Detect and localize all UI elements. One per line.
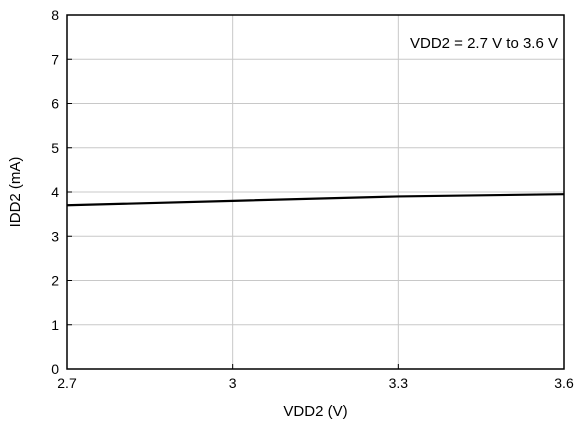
y-tick-label: 7 [51, 51, 59, 67]
x-tick-label: 3 [229, 375, 237, 391]
grid-lines [67, 15, 564, 369]
y-tick-label: 5 [51, 140, 59, 156]
series-line-1 [66, 193, 565, 207]
y-tick-label: 4 [51, 184, 59, 200]
y-axis-ticks: 0 1 2 3 4 5 6 7 8 [51, 7, 72, 377]
x-tick-label: 2.7 [57, 375, 77, 391]
y-tick-label: 2 [51, 273, 59, 289]
y-tick-label: 1 [51, 317, 59, 333]
x-axis-ticks: 2.7 3 3.3 3.6 [57, 364, 574, 391]
y-tick-label: 3 [51, 228, 59, 244]
chart-annotation: VDD2 = 2.7 V to 3.6 V [410, 35, 558, 52]
y-tick-label: 8 [51, 7, 59, 23]
y-tick-label: 0 [51, 361, 59, 377]
x-tick-label: 3.6 [554, 375, 574, 391]
x-axis-label: VDD2 (V) [283, 403, 347, 420]
series-lines [66, 193, 565, 207]
y-axis-label: IDD2 (mA) [7, 157, 24, 228]
x-tick-label: 3.3 [389, 375, 409, 391]
y-tick-label: 6 [51, 96, 59, 112]
